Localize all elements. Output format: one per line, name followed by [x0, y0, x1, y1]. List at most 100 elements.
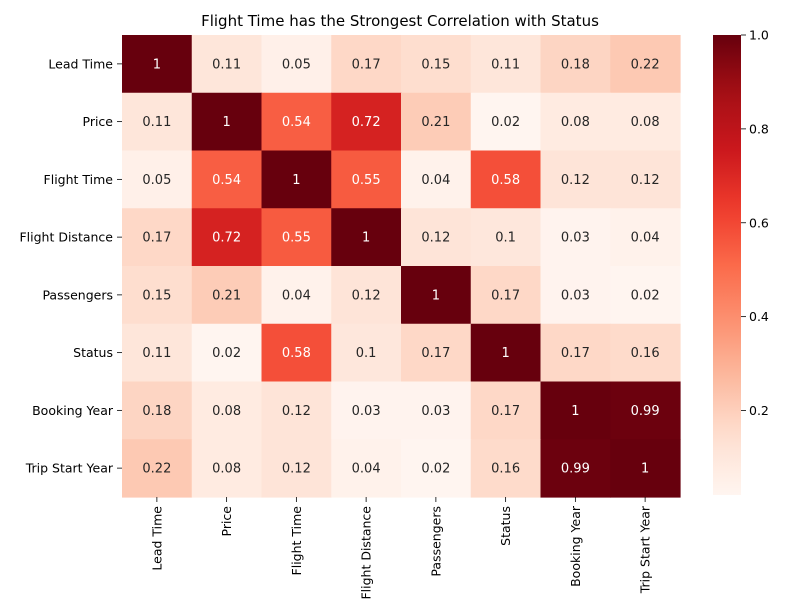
cell-value-label: 0.12	[561, 173, 590, 188]
cell-value-label: 0.18	[561, 57, 590, 72]
heatmap-cell	[470, 381, 542, 440]
heatmap-cell	[122, 92, 193, 152]
cell-value-label: 0.02	[421, 462, 450, 477]
cell-value-label: 0.04	[352, 462, 381, 477]
heatmap-cell	[191, 439, 263, 498]
heatmap-cell	[191, 208, 263, 267]
cell-value-label: 0.22	[631, 57, 660, 72]
cell-value-label: 0.02	[631, 288, 660, 303]
heatmap-cell	[470, 208, 542, 267]
cell-value-label: 0.17	[421, 346, 450, 361]
y-tick-label: Passengers	[42, 287, 113, 302]
cell-value-label: 0.03	[352, 404, 381, 419]
heatmap-cell	[540, 92, 611, 152]
cell-value-label: 0.12	[282, 404, 311, 419]
cell-value-label: 1	[222, 115, 230, 130]
heatmap-cell	[261, 323, 332, 383]
cell-value-label: 0.12	[421, 231, 450, 246]
heatmap-cell	[401, 381, 472, 440]
colorbar-gradient	[713, 35, 741, 495]
cell-value-label: 0.04	[421, 173, 450, 188]
heatmap-cell	[331, 266, 402, 325]
cell-value-label: 0.99	[631, 404, 660, 419]
heatmap-cell	[540, 381, 611, 440]
x-tick-label: Status	[498, 506, 513, 546]
heatmap-cell	[610, 208, 681, 267]
cell-value-label: 0.12	[631, 173, 660, 188]
cell-value-label: 0.99	[561, 462, 590, 477]
cell-value-label: 0.05	[142, 173, 171, 188]
cell-value-label: 0.72	[352, 115, 381, 130]
heatmap-cell	[122, 208, 193, 267]
heatmap-cells: 1 0.11 0.05 0.17 0.15 0.11 0.18 0.220.11 1 0.54 0.…	[122, 35, 681, 498]
cell-value-label: 0.17	[491, 288, 520, 303]
cell-value-label: 0.11	[142, 115, 171, 130]
heatmap-cell	[401, 35, 472, 94]
cell-value-label: 1	[501, 346, 509, 361]
heatmap-cell	[470, 92, 542, 152]
cell-value-label: 0.02	[491, 115, 520, 130]
heatmap-cell	[261, 35, 332, 94]
cell-value-label: 0.08	[212, 462, 241, 477]
chart-title: Flight Time has the Strongest Correlatio…	[201, 12, 599, 30]
heatmap-cell	[122, 439, 193, 498]
heatmap-cell	[610, 35, 681, 94]
cell-value-label: 0.03	[421, 404, 450, 419]
heatmap-cell	[401, 150, 472, 209]
cell-value-label: 0.02	[212, 346, 241, 361]
heatmap-cell	[610, 92, 681, 152]
cell-value-label: 0.17	[491, 404, 520, 419]
heatmap-cell	[610, 381, 681, 440]
heatmap-cell	[470, 150, 542, 209]
cell-value-label: 0.08	[561, 115, 590, 130]
cell-value-label: 0.11	[142, 346, 171, 361]
cell-value-label: 1	[153, 57, 161, 72]
heatmap-cell	[540, 266, 611, 325]
cell-value-label: 0.04	[631, 231, 660, 246]
heatmap-cell	[610, 150, 681, 209]
cell-value-label: 0.17	[352, 57, 381, 72]
cell-value-label: 0.05	[282, 57, 311, 72]
x-tick-label: Flight Distance	[359, 506, 374, 600]
cell-value-label: 0.16	[491, 462, 520, 477]
cell-value-label: 0.58	[491, 173, 520, 188]
heatmap-cell	[122, 35, 193, 94]
cell-value-label: 0.08	[631, 115, 660, 130]
cell-value-label: 0.04	[282, 288, 311, 303]
cell-value-label: 0.21	[421, 115, 450, 130]
colorbar: 0.2 0.4 0.6 0.8 1.0	[713, 28, 769, 495]
heatmap-cell	[191, 266, 263, 325]
heatmap-cell	[261, 439, 332, 498]
colorbar-tick-label: 0.4	[749, 309, 769, 324]
cell-value-label: 0.1	[495, 231, 516, 246]
heatmap-cell	[261, 150, 332, 209]
cell-value-label: 0.03	[561, 231, 590, 246]
heatmap-cell	[540, 35, 611, 94]
cell-value-label: 0.1	[356, 346, 377, 361]
heatmap-cell	[331, 323, 402, 383]
x-tick-label: Booking Year	[568, 505, 583, 587]
heatmap-cell	[470, 266, 542, 325]
cell-value-label: 0.18	[142, 404, 171, 419]
y-tick-label: Booking Year	[32, 403, 114, 418]
heatmap-cell	[331, 208, 402, 267]
cell-value-label: 0.54	[212, 173, 241, 188]
y-tick-label: Status	[73, 345, 113, 360]
heatmap-cell	[331, 439, 402, 498]
x-tick-label: Price	[219, 506, 234, 537]
heatmap-cell	[191, 323, 263, 383]
heatmap-cell	[470, 439, 542, 498]
heatmap-cell	[401, 439, 472, 498]
colorbar-tick-label: 0.6	[749, 215, 769, 230]
cell-value-label: 0.15	[421, 57, 450, 72]
cell-value-label: 0.21	[212, 288, 241, 303]
cell-value-label: 0.11	[212, 57, 241, 72]
cell-value-label: 0.55	[352, 173, 381, 188]
cell-value-label: 0.03	[561, 288, 590, 303]
heatmap-cell	[610, 323, 681, 383]
heatmap-cell	[331, 92, 402, 152]
heatmap-cell	[540, 208, 611, 267]
heatmap-cell	[122, 150, 193, 209]
heatmap-cell	[470, 35, 542, 94]
cell-value-label: 1	[641, 462, 649, 477]
